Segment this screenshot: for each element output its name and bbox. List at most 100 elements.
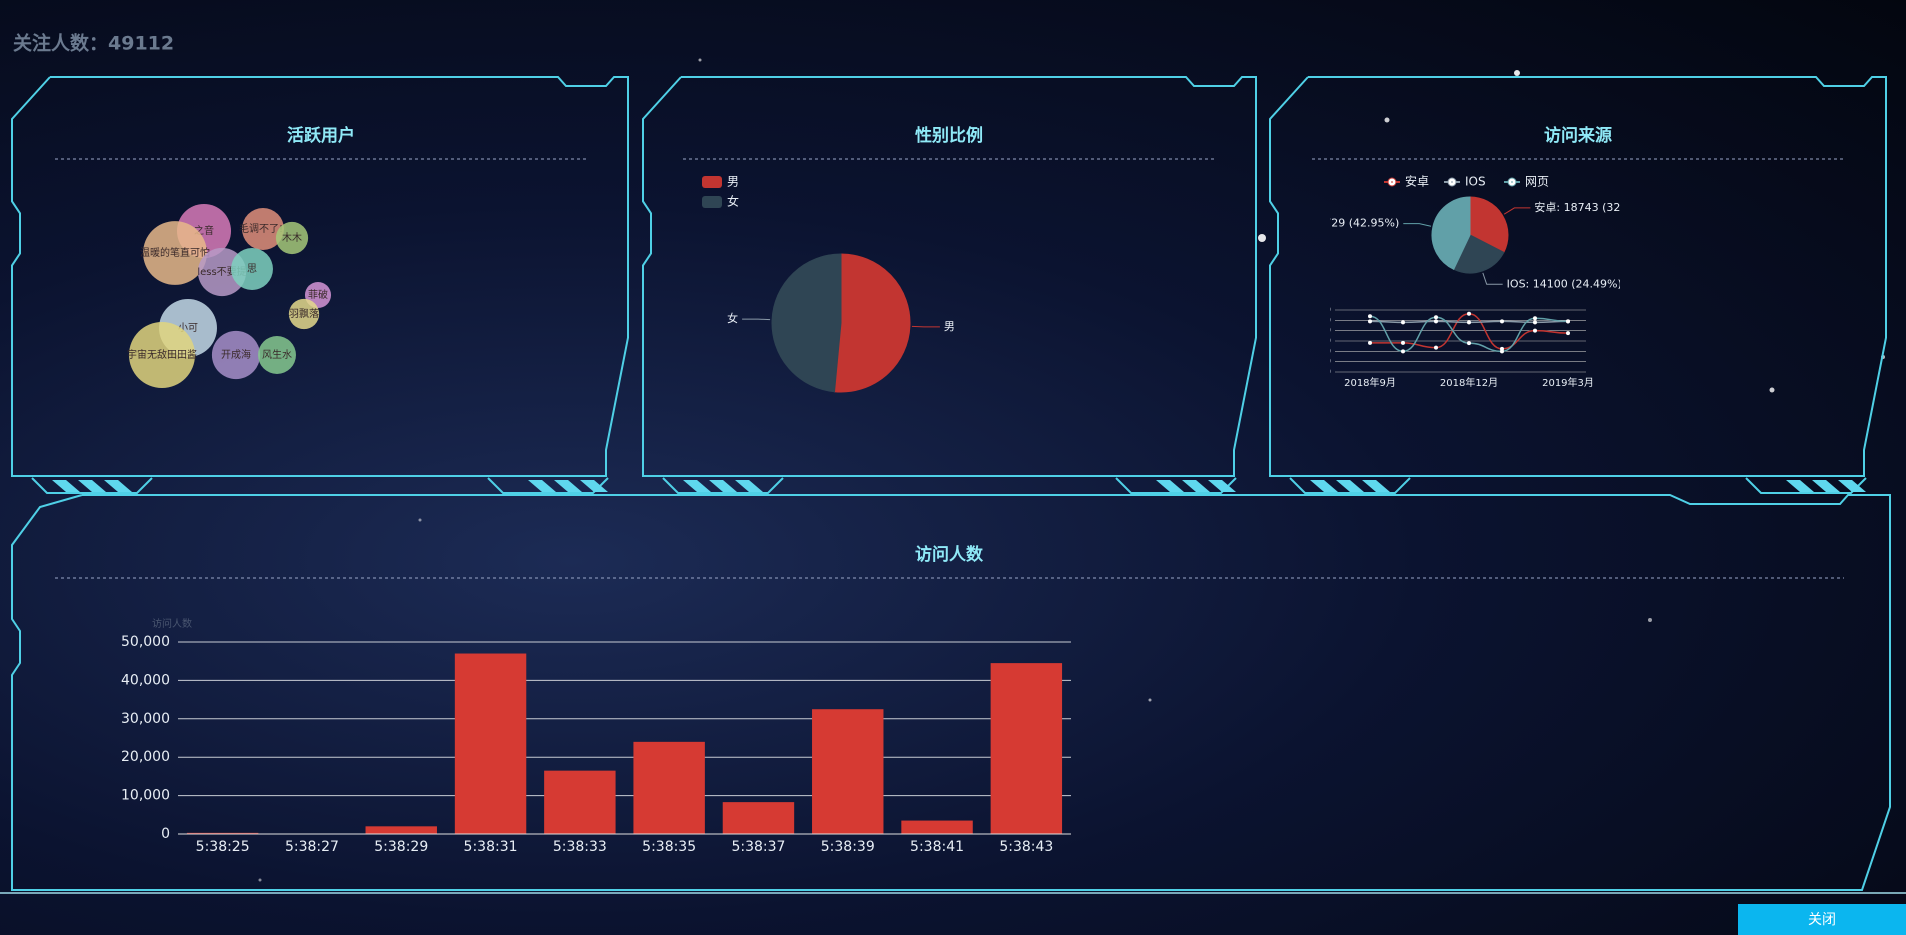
bar bbox=[633, 741, 705, 834]
frame-foot bbox=[31, 477, 153, 494]
frame-stripe bbox=[78, 480, 106, 492]
pie-label: 男 bbox=[944, 320, 955, 333]
frame-foot bbox=[487, 477, 609, 494]
panel-title: 活跃用户 bbox=[287, 125, 355, 146]
frame-stripe bbox=[528, 480, 556, 492]
x-tick-label: 5:38:27 bbox=[285, 839, 339, 855]
y-tick-label: 5,000 bbox=[1305, 357, 1331, 367]
close-button[interactable] bbox=[1738, 904, 1906, 935]
frame-stripe bbox=[52, 480, 80, 492]
point bbox=[1566, 319, 1570, 324]
legend-label: 女 bbox=[727, 194, 739, 209]
panel-frame bbox=[642, 76, 1257, 477]
x-tick-label: 5:38:31 bbox=[464, 839, 518, 855]
frame-foot bbox=[1289, 477, 1411, 494]
y-tick-label: 40,000 bbox=[121, 672, 170, 688]
point bbox=[1434, 345, 1438, 350]
label-line bbox=[911, 325, 940, 328]
label-line bbox=[742, 318, 771, 321]
frame-stripe bbox=[104, 480, 132, 492]
point bbox=[1500, 349, 1504, 354]
pie-slice bbox=[771, 253, 842, 393]
point bbox=[1401, 320, 1405, 325]
stars bbox=[258, 58, 1885, 882]
point bbox=[1434, 319, 1438, 324]
panel-title: 访问来源 bbox=[1544, 125, 1612, 146]
bubble bbox=[242, 208, 284, 250]
x-tick-label: 5:38:25 bbox=[196, 839, 250, 855]
y-tick-label: 0 bbox=[1325, 368, 1331, 378]
x-tick-label: 5:38:37 bbox=[731, 839, 785, 855]
legend-label: 安卓 bbox=[1405, 174, 1429, 189]
panel-frame bbox=[11, 494, 1891, 891]
x-tick-label: 5:38:35 bbox=[642, 839, 696, 855]
pie-label: 安卓: 18743 (32.56%) bbox=[1534, 200, 1652, 214]
y-tick-label: 30,000 bbox=[1300, 306, 1332, 316]
frame-stripe bbox=[554, 480, 582, 492]
point bbox=[1566, 331, 1570, 336]
frame-stripe bbox=[1208, 480, 1236, 492]
bubble-label: 温暖的笔直可怕 bbox=[140, 246, 210, 259]
frame-stripe bbox=[580, 480, 608, 492]
point bbox=[1533, 316, 1537, 321]
point bbox=[1401, 349, 1405, 354]
bubble bbox=[143, 221, 207, 285]
bubble bbox=[275, 221, 309, 255]
bar bbox=[365, 826, 437, 834]
legend-swatch bbox=[702, 196, 722, 208]
point bbox=[1368, 314, 1372, 319]
frame-stripe bbox=[1362, 480, 1390, 492]
y-tick-label: 20,000 bbox=[1300, 326, 1332, 336]
bar bbox=[186, 832, 259, 834]
x-tick-label: 5:38:43 bbox=[999, 839, 1053, 855]
frame-stripe bbox=[1812, 480, 1840, 492]
pie-label: IOS: 14100 (24.49%) bbox=[1507, 277, 1622, 290]
y-tick-label: 0 bbox=[161, 826, 170, 842]
bubble-label: 思 bbox=[247, 263, 257, 275]
point bbox=[1467, 320, 1471, 325]
panel-frame bbox=[11, 76, 629, 477]
bubble-label: 风生水 bbox=[262, 348, 292, 361]
pie-label: 网页: 24729 (42.95%) bbox=[1281, 217, 1399, 230]
legend-swatch bbox=[702, 176, 722, 188]
point bbox=[1368, 319, 1372, 324]
pie-slice bbox=[1431, 196, 1471, 271]
close-button-label[interactable]: 关闭 bbox=[1808, 912, 1836, 928]
x-tick-label: 5:38:33 bbox=[553, 839, 607, 855]
bubble bbox=[258, 336, 296, 374]
frame-foot bbox=[1745, 477, 1867, 494]
bubble bbox=[128, 321, 196, 389]
x-tick-label: 5:38:41 bbox=[910, 839, 964, 855]
x-tick-label: 5:38:39 bbox=[821, 839, 875, 855]
x-tick-label: 5:38:29 bbox=[374, 839, 428, 855]
bubble-label: 开成海 bbox=[221, 348, 251, 361]
legend-label: 男 bbox=[727, 175, 739, 189]
pie-slice bbox=[1469, 196, 1509, 254]
bar bbox=[722, 802, 795, 834]
panel-title: 访问人数 bbox=[915, 544, 984, 565]
point bbox=[1368, 340, 1372, 345]
y-tick-label: 50,000 bbox=[121, 634, 170, 650]
frame-stripe bbox=[1310, 480, 1338, 492]
bubble-label: 羽飘落 bbox=[289, 308, 319, 320]
bar bbox=[544, 770, 616, 834]
point bbox=[1533, 320, 1537, 325]
panel-frame bbox=[1269, 76, 1887, 477]
source-pie: 安卓: 18743 (32.56%) IOS: 14100 (24.49%) 网页:… bbox=[1281, 196, 1652, 290]
bubble-label: 宇宙无敌田田酱 bbox=[127, 348, 197, 361]
bubble bbox=[288, 298, 320, 330]
bubble-label: 毛调不了!! bbox=[239, 223, 287, 235]
y-tick-label: 30,000 bbox=[121, 711, 170, 727]
y-tick-label: 10,000 bbox=[1300, 347, 1332, 357]
pie-label: 女 bbox=[727, 311, 738, 325]
x-tick-label: 2018年9月 bbox=[1344, 376, 1396, 389]
frame-stripe bbox=[709, 480, 737, 492]
x-tick-label: 2018年12月 bbox=[1440, 376, 1498, 389]
y-tick-label: 25,000 bbox=[1300, 316, 1332, 326]
bar bbox=[454, 653, 527, 834]
point bbox=[1467, 311, 1471, 316]
label-line bbox=[1482, 272, 1503, 285]
